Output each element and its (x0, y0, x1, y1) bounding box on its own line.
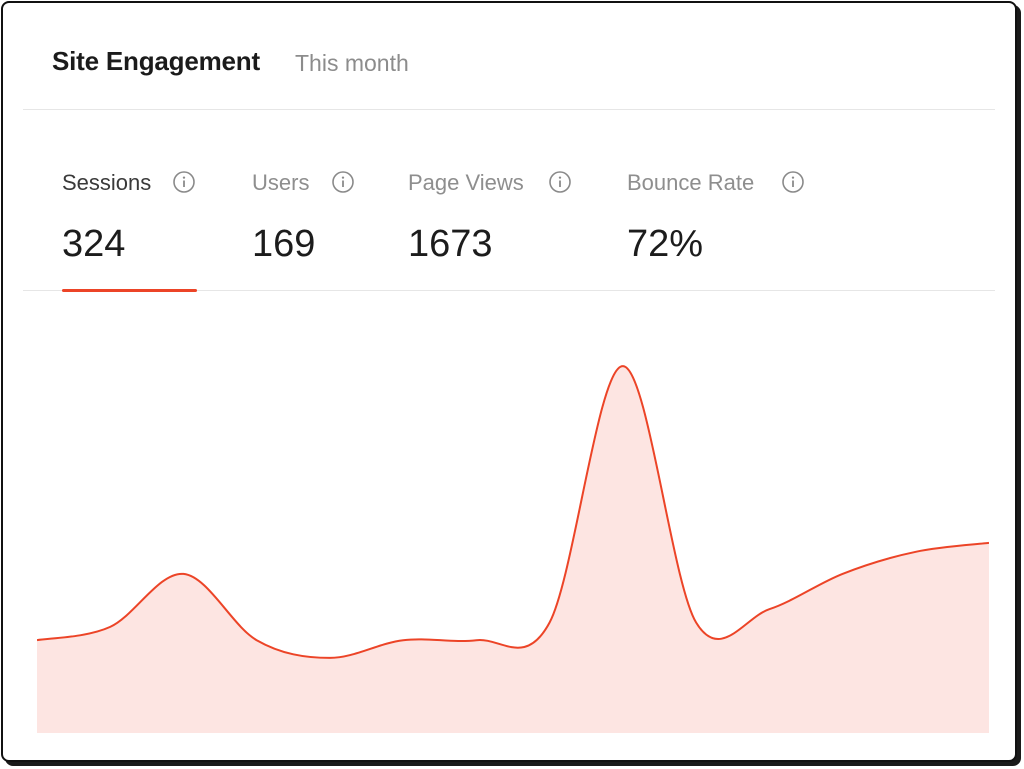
sessions-data-point (693, 620, 699, 626)
tab-label: Users (252, 170, 310, 195)
sessions-data-point (766, 606, 772, 612)
sessions-data-point (327, 655, 333, 661)
sessions-data-point (620, 363, 626, 369)
tab-value: 72% (627, 223, 704, 265)
tab-value: 1673 (408, 223, 493, 265)
tab-bounce-rate[interactable]: Bounce Rate 72% (627, 110, 817, 290)
info-icon[interactable] (332, 171, 354, 193)
sessions-data-point (913, 549, 919, 555)
info-icon[interactable] (173, 171, 195, 193)
sessions-data-point (107, 624, 113, 630)
info-icon[interactable] (782, 171, 804, 193)
tab-sessions[interactable]: Sessions 324 (62, 110, 198, 292)
sessions-line (37, 365, 989, 659)
active-tab-indicator (62, 289, 197, 292)
tab-label: Bounce Rate (627, 170, 755, 195)
sessions-data-point (547, 620, 553, 626)
tab-value: 169 (252, 223, 316, 265)
tab-page-views[interactable]: Page Views 1673 (408, 110, 578, 290)
card-header: Site Engagement This month (23, 3, 995, 110)
info-icon[interactable] (549, 171, 571, 193)
tab-users[interactable]: Users 169 (252, 110, 362, 290)
sessions-data-point (840, 571, 846, 577)
sessions-data-point (473, 637, 479, 643)
sessions-data-point (181, 571, 187, 577)
sessions-area-chart (37, 363, 989, 733)
metric-tabs: Sessions 324 Users 169 Page Views (23, 110, 995, 292)
tab-value: 324 (62, 223, 126, 265)
tab-label: Sessions (62, 170, 152, 195)
sessions-data-point (400, 637, 406, 643)
tab-label: Page Views (408, 170, 524, 195)
card-title: Site Engagement (52, 46, 260, 76)
sessions-data-point (254, 637, 260, 643)
period-label: This month (295, 50, 409, 76)
sessions-area-fill (37, 366, 989, 733)
